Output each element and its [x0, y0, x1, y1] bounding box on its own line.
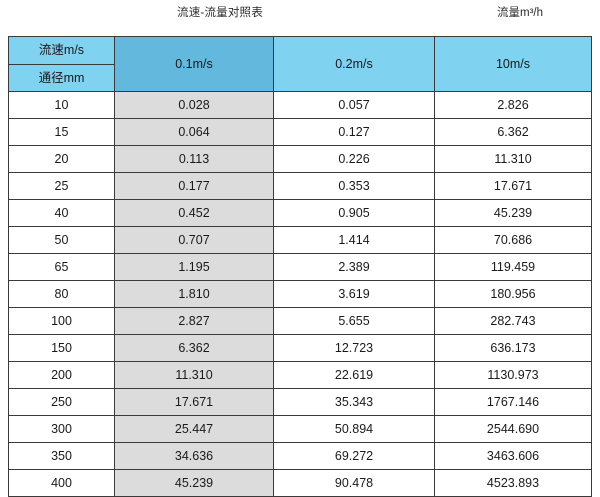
table-row: 300 25.447 50.894 2544.690: [8, 415, 592, 443]
cell-flow-value-2: 5.655: [273, 307, 435, 335]
header-row: 流速m/s 通径mm 0.1m/s 0.2m/s 10m/s: [8, 36, 592, 92]
cell-nominal-diameter: 20: [8, 145, 115, 173]
cell-flow-value-1: 0.028: [114, 91, 274, 119]
cell-flow-value-1: 11.310: [114, 361, 274, 389]
cell-flow-value-3: 2544.690: [434, 415, 592, 443]
table-row: 50 0.707 1.414 70.686: [8, 226, 592, 254]
page-title: 流速-流量对照表: [177, 7, 263, 19]
cell-flow-value-3: 119.459: [434, 253, 592, 281]
cell-flow-value-1: 1.195: [114, 253, 274, 281]
cell-nominal-diameter: 40: [8, 199, 115, 227]
cell-nominal-diameter: 200: [8, 361, 115, 389]
table-row: 10 0.028 0.057 2.826: [8, 91, 592, 119]
cell-flow-value-1: 45.239: [114, 469, 274, 497]
table-row: 15 0.064 0.127 6.362: [8, 118, 592, 146]
table-body: 10 0.028 0.057 2.826 15 0.064 0.127 6.362 20 0.11…: [8, 91, 592, 497]
cell-flow-value-3: 17.671: [434, 172, 592, 200]
cell-flow-value-1: 2.827: [114, 307, 274, 335]
cell-flow-value-2: 0.353: [273, 172, 435, 200]
column-header-velocity-1: 0.1m/s: [114, 36, 274, 92]
cell-flow-value-2: 0.057: [273, 91, 435, 119]
table-row: 150 6.362 12.723 636.173: [8, 334, 592, 362]
cell-flow-value-3: 3463.606: [434, 442, 592, 470]
table-row: 350 34.636 69.272 3463.606: [8, 442, 592, 470]
table-row: 400 45.239 90.478 4523.893: [8, 469, 592, 497]
corner-header-diameter-label: 通径mm: [38, 70, 85, 85]
table-row: 20 0.113 0.226 11.310: [8, 145, 592, 173]
table-header: 流速m/s 通径mm 0.1m/s 0.2m/s 10m/s: [8, 36, 592, 92]
corner-header-velocity-label: 流速m/s: [9, 37, 114, 65]
cell-flow-value-3: 4523.893: [434, 469, 592, 497]
cell-flow-value-2: 69.272: [273, 442, 435, 470]
column-header-velocity-2: 0.2m/s: [273, 36, 435, 92]
cell-flow-value-3: 11.310: [434, 145, 592, 173]
cell-nominal-diameter: 400: [8, 469, 115, 497]
cell-flow-value-2: 0.226: [273, 145, 435, 173]
corner-header-cell: 流速m/s 通径mm: [8, 36, 115, 92]
cell-flow-value-3: 2.826: [434, 91, 592, 119]
cell-nominal-diameter: 80: [8, 280, 115, 308]
cell-flow-value-1: 0.113: [114, 145, 274, 173]
cell-nominal-diameter: 350: [8, 442, 115, 470]
cell-flow-value-1: 25.447: [114, 415, 274, 443]
cell-flow-value-2: 12.723: [273, 334, 435, 362]
cell-nominal-diameter: 300: [8, 415, 115, 443]
cell-flow-value-3: 636.173: [434, 334, 592, 362]
cell-nominal-diameter: 100: [8, 307, 115, 335]
cell-flow-value-1: 0.064: [114, 118, 274, 146]
cell-flow-value-2: 35.343: [273, 388, 435, 416]
cell-flow-value-3: 70.686: [434, 226, 592, 254]
cell-flow-value-2: 0.127: [273, 118, 435, 146]
cell-flow-value-1: 6.362: [114, 334, 274, 362]
cell-flow-value-3: 1767.146: [434, 388, 592, 416]
cell-flow-value-2: 22.619: [273, 361, 435, 389]
table-row: 65 1.195 2.389 119.459: [8, 253, 592, 281]
cell-flow-value-1: 34.636: [114, 442, 274, 470]
flow-unit-label: 流量m³/h: [497, 7, 543, 19]
cell-flow-value-2: 50.894: [273, 415, 435, 443]
cell-flow-value-2: 2.389: [273, 253, 435, 281]
caption-row: 流速-流量对照表 流量m³/h: [0, 0, 600, 34]
cell-flow-value-1: 0.177: [114, 172, 274, 200]
cell-flow-value-3: 282.743: [434, 307, 592, 335]
cell-nominal-diameter: 50: [8, 226, 115, 254]
table-row: 200 11.310 22.619 1130.973: [8, 361, 592, 389]
table-row: 80 1.810 3.619 180.956: [8, 280, 592, 308]
table-row: 25 0.177 0.353 17.671: [8, 172, 592, 200]
column-header-velocity-3: 10m/s: [434, 36, 592, 92]
cell-nominal-diameter: 250: [8, 388, 115, 416]
table-row: 100 2.827 5.655 282.743: [8, 307, 592, 335]
cell-flow-value-1: 0.707: [114, 226, 274, 254]
cell-flow-value-2: 1.414: [273, 226, 435, 254]
cell-flow-value-3: 180.956: [434, 280, 592, 308]
table-row: 250 17.671 35.343 1767.146: [8, 388, 592, 416]
cell-nominal-diameter: 10: [8, 91, 115, 119]
cell-flow-value-1: 0.452: [114, 199, 274, 227]
cell-flow-value-3: 45.239: [434, 199, 592, 227]
table-row: 40 0.452 0.905 45.239: [8, 199, 592, 227]
flow-table-container: 流速m/s 通径mm 0.1m/s 0.2m/s 10m/s 10 0.028 0.…: [8, 36, 592, 497]
cell-nominal-diameter: 15: [8, 118, 115, 146]
cell-flow-value-3: 6.362: [434, 118, 592, 146]
cell-flow-value-2: 0.905: [273, 199, 435, 227]
cell-flow-value-2: 90.478: [273, 469, 435, 497]
cell-flow-value-1: 17.671: [114, 388, 274, 416]
cell-flow-value-1: 1.810: [114, 280, 274, 308]
cell-flow-value-2: 3.619: [273, 280, 435, 308]
cell-flow-value-3: 1130.973: [434, 361, 592, 389]
cell-nominal-diameter: 65: [8, 253, 115, 281]
flow-rate-table: 流速m/s 通径mm 0.1m/s 0.2m/s 10m/s 10 0.028 0.…: [8, 36, 592, 497]
cell-nominal-diameter: 150: [8, 334, 115, 362]
cell-nominal-diameter: 25: [8, 172, 115, 200]
